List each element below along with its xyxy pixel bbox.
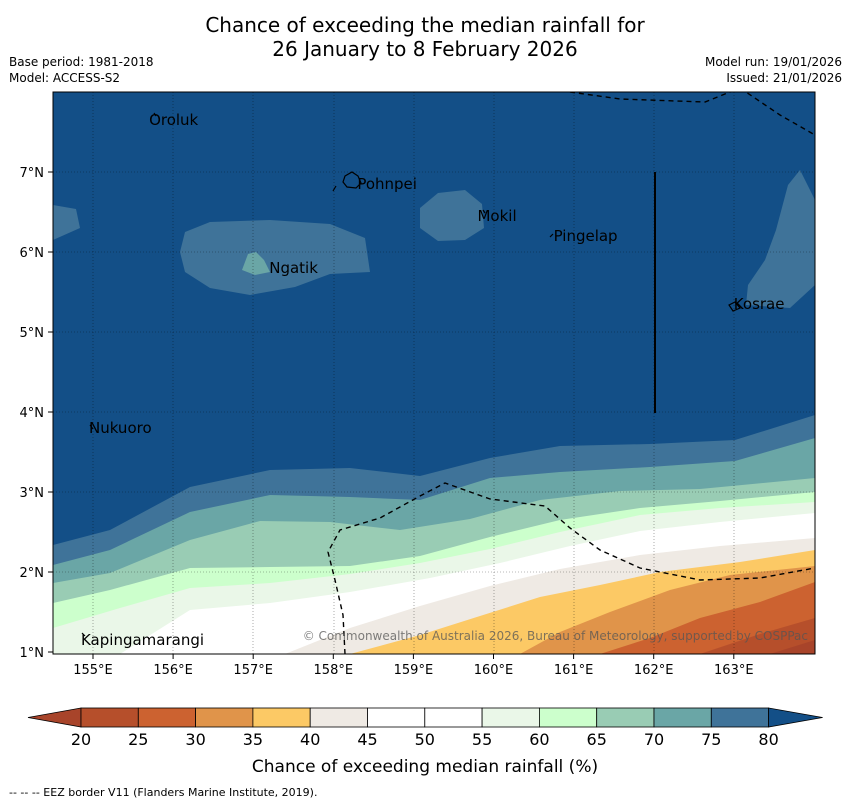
place-label-kapingamarangi: Kapingamarangi <box>81 631 204 649</box>
place-label-ngatik: Ngatik <box>269 259 318 277</box>
issued-date: Issued: 21/01/2026 <box>726 71 842 85</box>
colorbar-tick-label: 45 <box>357 730 377 749</box>
colorbar-tick-label: 60 <box>529 730 549 749</box>
lon-label: 158°E <box>314 663 354 678</box>
graticule <box>53 92 815 654</box>
lat-label: 1°N <box>20 646 45 661</box>
place-label-oroluk: Oroluk <box>149 111 198 129</box>
eez-border <box>327 92 815 654</box>
lon-label: 163°E <box>714 663 754 678</box>
lon-label: 157°E <box>233 663 273 678</box>
wet-patch-west <box>53 205 80 240</box>
colorbar-tick-label: 20 <box>71 730 91 749</box>
longitude-axis: 155°E 156°E 157°E 158°E 159°E 160°E 161°E 162°E… <box>73 654 754 678</box>
colorbar-tick-label: 40 <box>300 730 320 749</box>
colorbar-tick-label: 50 <box>415 730 435 749</box>
eez-footnote: -- -- -- EEZ border V11 (Flanders Marine… <box>9 786 318 799</box>
colorbar-tick-label: 25 <box>128 730 148 749</box>
lon-label: 155°E <box>73 663 113 678</box>
colorbar-extend-high <box>768 707 823 728</box>
colorbar-tick-label: 30 <box>185 730 205 749</box>
title-line-1: Chance of exceeding the median rainfall … <box>205 13 645 37</box>
colorbar-swatch <box>309 707 368 728</box>
lat-label: 7°N <box>20 166 45 181</box>
colorbar-swatch <box>80 707 139 728</box>
colorbar-tick-label: 65 <box>587 730 607 749</box>
place-label-pingelap: Pingelap <box>554 227 618 245</box>
colorbar-extend-low <box>27 707 82 728</box>
lat-label: 6°N <box>20 246 45 261</box>
band-below-20 <box>770 640 815 654</box>
wet-patch-ngatik <box>180 220 370 295</box>
lat-label: 5°N <box>20 326 45 341</box>
place-label-mokil: Mokil <box>477 207 516 225</box>
colorbar-swatch <box>481 707 540 728</box>
colorbar-swatch <box>252 707 311 728</box>
colorbar-swatch <box>653 707 712 728</box>
rainfall-map[interactable]: Oroluk Pohnpei Mokil Pingelap Ngatik Kosrae Nu… <box>0 0 850 700</box>
place-label-nukuoro: Nukuoro <box>89 419 152 437</box>
probability-contours <box>53 92 815 654</box>
lon-label: 161°E <box>554 663 594 678</box>
model-name: Model: ACCESS-S2 <box>9 71 121 85</box>
lon-label: 160°E <box>474 663 514 678</box>
colorbar-swatch <box>137 707 197 728</box>
colorbar-swatch <box>596 707 655 728</box>
colorbar-swatch <box>539 707 598 728</box>
colorbar-tick-label: 35 <box>243 730 263 749</box>
band-20-25 <box>700 618 815 654</box>
colorbar-tick-label: 55 <box>472 730 492 749</box>
copyright-text: © Commonwealth of Australia 2026, Bureau… <box>303 629 808 643</box>
colorbar-tick-label: 80 <box>758 730 778 749</box>
colorbar-swatch <box>710 707 769 728</box>
colorbar-swatch <box>195 707 254 728</box>
colorbar-tick-label: 70 <box>644 730 664 749</box>
wet-patch-mokil <box>420 190 484 241</box>
latitude-axis: 7°N 6°N 5°N 4°N 3°N 2°N 1°N <box>20 166 53 661</box>
place-labels: Oroluk Pohnpei Mokil Pingelap Ngatik Kosrae Nu… <box>81 111 784 649</box>
wet-patch-east <box>746 170 815 308</box>
colorbar-swatch <box>367 707 426 728</box>
lat-label: 3°N <box>20 486 45 501</box>
wet-patch-ngatik-inner <box>242 252 270 275</box>
lon-label: 156°E <box>153 663 193 678</box>
map-frame <box>52 91 816 655</box>
lon-label: 162°E <box>634 663 674 678</box>
lon-label: 159°E <box>394 663 434 678</box>
place-label-kosrae: Kosrae <box>734 295 785 313</box>
lat-label: 4°N <box>20 406 45 421</box>
place-label-pohnpei: Pohnpei <box>357 175 417 193</box>
title-line-2: 26 January to 8 February 2026 <box>272 37 578 61</box>
colorbar-label: Chance of exceeding median rainfall (%) <box>251 757 599 777</box>
colorbar-tick-label: 75 <box>701 730 721 749</box>
colorbar-swatch <box>424 707 483 728</box>
lat-label: 2°N <box>20 566 45 581</box>
base-period: Base period: 1981-2018 <box>9 55 154 69</box>
island-outlines <box>81 112 741 637</box>
model-run: Model run: 19/01/2026 <box>704 55 842 69</box>
